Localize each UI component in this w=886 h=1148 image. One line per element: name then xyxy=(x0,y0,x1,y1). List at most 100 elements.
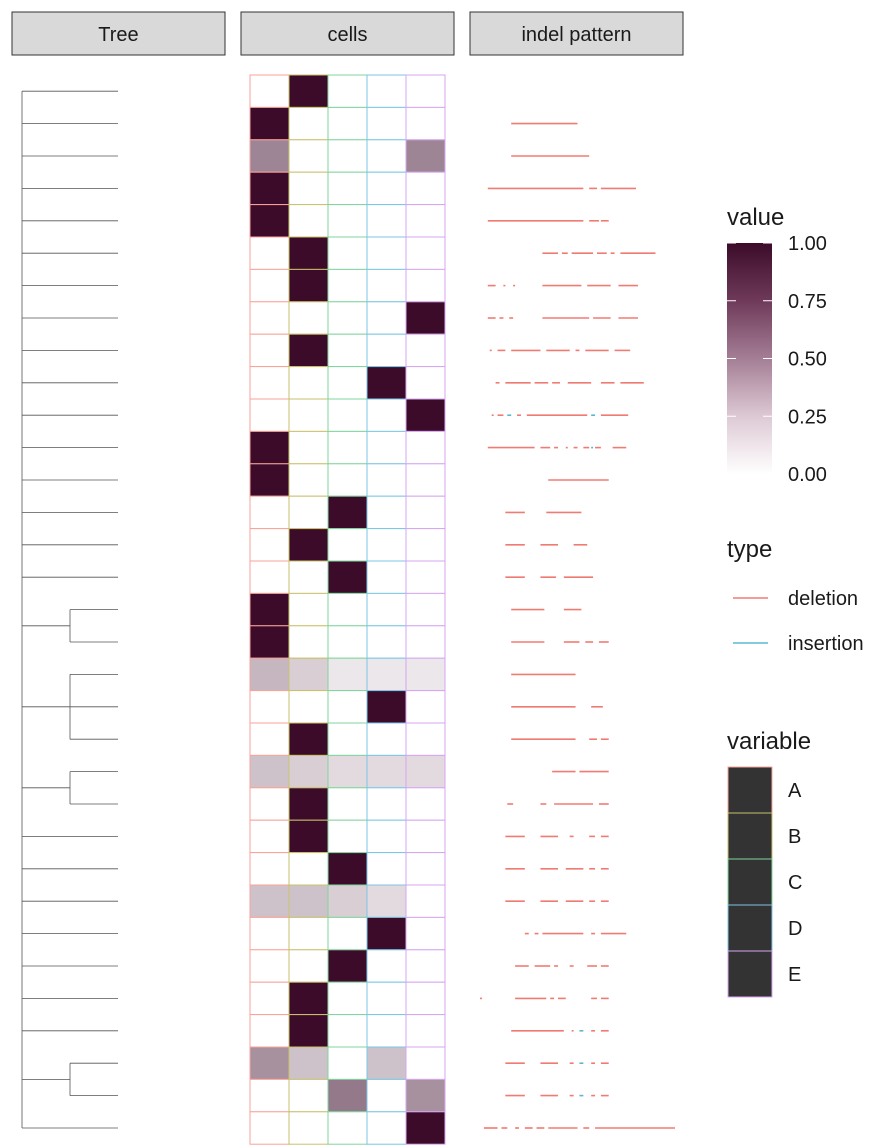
heatmap-cell xyxy=(327,1078,368,1113)
legend-variable-key-B xyxy=(727,812,773,860)
heatmap-cell xyxy=(288,949,329,983)
heatmap-cell xyxy=(366,949,407,983)
heatmap-cell xyxy=(288,1046,329,1080)
heatmap-cell xyxy=(288,430,329,465)
heatmap-cell xyxy=(249,560,290,594)
heatmap-cell xyxy=(249,625,290,659)
legend-variable-label: A xyxy=(788,780,802,802)
heatmap-cell xyxy=(366,916,407,951)
legend-variable-key-E xyxy=(727,950,773,998)
tree-panel xyxy=(21,90,118,1129)
legend-variable-label: C xyxy=(788,872,802,894)
heatmap-cell xyxy=(366,754,407,789)
heatmap-cell xyxy=(288,657,329,692)
heatmap-cell xyxy=(327,916,368,951)
legend-type-label: insertion xyxy=(788,633,864,655)
heatmap-cell xyxy=(366,236,407,270)
heatmap-cell xyxy=(405,916,446,951)
heatmap-cell xyxy=(249,819,290,854)
heatmap-cell xyxy=(366,139,407,173)
heatmap-cell xyxy=(288,1014,329,1048)
heatmap-cell xyxy=(288,1078,329,1113)
colorbar-tick-label: 1.00 xyxy=(788,233,827,255)
colorbar-tick-label: 0.75 xyxy=(788,291,827,313)
heatmap-cell xyxy=(366,204,407,238)
heatmap-cell xyxy=(249,722,290,756)
heatmap-cell xyxy=(405,139,446,173)
heatmap-cell xyxy=(249,74,290,108)
heatmap-cell xyxy=(288,754,329,789)
heatmap-cell xyxy=(327,787,368,821)
heatmap-cell xyxy=(405,981,446,1016)
heatmap-cell xyxy=(288,592,329,627)
heatmap-cell xyxy=(366,852,407,886)
legend-variable-key-C xyxy=(727,858,773,906)
heatmap-cell xyxy=(405,236,446,270)
heatmap-cell xyxy=(405,333,446,368)
heatmap-cell xyxy=(366,398,407,432)
heatmap-cell xyxy=(327,981,368,1016)
heatmap-cell xyxy=(288,171,329,206)
heatmap-cell xyxy=(249,690,290,724)
legend-value-title: value xyxy=(727,204,784,231)
heatmap-cell xyxy=(405,1078,446,1113)
heatmap-cell xyxy=(327,495,368,530)
heatmap-cell xyxy=(327,625,368,659)
heatmap-cell xyxy=(366,268,407,303)
heatmap-cell xyxy=(327,463,368,497)
heatmap-cell xyxy=(327,398,368,432)
heatmap-cell xyxy=(249,852,290,886)
heatmap-cell xyxy=(327,171,368,206)
heatmap-cell xyxy=(249,754,290,789)
heatmap-cell xyxy=(327,268,368,303)
heatmap-cell xyxy=(366,171,407,206)
heatmap-cell xyxy=(366,625,407,659)
heatmap-cell xyxy=(327,657,368,692)
heatmap-cell xyxy=(327,592,368,627)
colorbar-tick-label: 0.25 xyxy=(788,406,827,428)
heatmap-cell xyxy=(288,236,329,270)
heatmap-cell xyxy=(249,981,290,1016)
heatmap-cell xyxy=(249,1078,290,1113)
legend-variable-label: D xyxy=(788,918,802,940)
heatmap-cell xyxy=(405,787,446,821)
strip-cells-label: cells xyxy=(327,24,367,46)
legend-variable: variable A B C D E xyxy=(727,728,811,998)
heatmap-cell xyxy=(249,106,290,141)
heatmap-cell xyxy=(405,204,446,238)
heatmap-cell xyxy=(327,74,368,108)
heatmap-cell xyxy=(288,268,329,303)
heatmap-cell xyxy=(288,1111,329,1145)
heatmap-cell xyxy=(366,1046,407,1080)
heatmap-cell xyxy=(366,430,407,465)
heatmap-cell xyxy=(327,949,368,983)
heatmap-cell xyxy=(366,74,407,108)
heatmap-cell xyxy=(405,722,446,756)
heatmap-cell xyxy=(249,657,290,692)
strip-tree: Tree xyxy=(11,11,226,56)
heatmap-cell xyxy=(366,333,407,368)
strip-indel-label: indel pattern xyxy=(521,24,631,46)
heatmap-cell xyxy=(288,301,329,335)
heatmap-cell xyxy=(405,560,446,594)
heatmap-cell xyxy=(249,528,290,562)
heatmap-cell xyxy=(249,430,290,465)
heatmap-cell xyxy=(405,625,446,659)
heatmap-cell xyxy=(327,1014,368,1048)
heatmap-cell xyxy=(288,981,329,1016)
heatmap-cell xyxy=(288,463,329,497)
heatmap-cell xyxy=(366,787,407,821)
heatmap-cell xyxy=(249,333,290,368)
heatmap-cell xyxy=(327,106,368,141)
heatmap-cell xyxy=(405,592,446,627)
heatmap-cell xyxy=(249,366,290,400)
heatmap-cell xyxy=(249,787,290,821)
heatmap-cell xyxy=(288,398,329,432)
heatmap-cell xyxy=(327,560,368,594)
strip-indel: indel pattern xyxy=(469,11,684,56)
heatmap-cell xyxy=(405,852,446,886)
heatmap-cell xyxy=(366,690,407,724)
heatmap-cell xyxy=(327,722,368,756)
legend-type-title: type xyxy=(727,536,772,563)
